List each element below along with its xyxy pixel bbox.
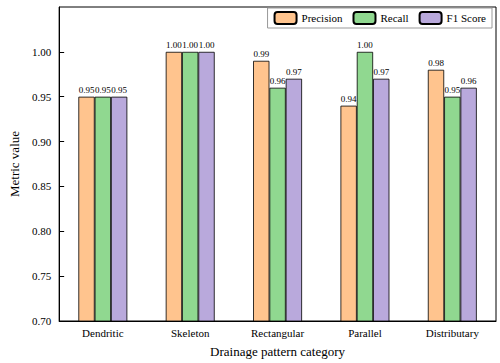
svg-text:0.98: 0.98 (428, 58, 444, 68)
svg-text:0.99: 0.99 (253, 49, 269, 59)
svg-text:1.00: 1.00 (199, 40, 215, 50)
svg-text:0.85: 0.85 (32, 180, 52, 192)
svg-text:0.80: 0.80 (32, 225, 52, 237)
svg-text:0.94: 0.94 (341, 94, 357, 104)
svg-text:F1 Score: F1 Score (447, 12, 487, 24)
svg-text:0.70: 0.70 (32, 315, 52, 327)
svg-text:1.00: 1.00 (357, 40, 373, 50)
svg-text:0.96: 0.96 (270, 76, 286, 86)
svg-text:0.95: 0.95 (95, 85, 111, 95)
svg-text:1.00: 1.00 (182, 40, 198, 50)
svg-text:Drainage pattern category: Drainage pattern category (210, 344, 345, 359)
svg-text:0.95: 0.95 (32, 91, 52, 103)
svg-text:Rectangular: Rectangular (251, 327, 304, 339)
svg-text:0.97: 0.97 (286, 67, 302, 77)
svg-text:Recall: Recall (380, 12, 408, 24)
svg-text:0.75: 0.75 (32, 270, 52, 282)
svg-text:0.95: 0.95 (444, 85, 460, 95)
svg-text:Parallel: Parallel (348, 327, 382, 339)
svg-text:Dendritic: Dendritic (82, 327, 124, 339)
svg-text:0.96: 0.96 (461, 76, 477, 86)
svg-text:0.95: 0.95 (111, 85, 127, 95)
svg-text:Metric value: Metric value (7, 131, 22, 197)
svg-text:0.97: 0.97 (373, 67, 389, 77)
svg-text:Distributary: Distributary (426, 327, 480, 339)
svg-text:Skeleton: Skeleton (171, 327, 210, 339)
svg-text:0.90: 0.90 (32, 136, 52, 148)
svg-text:Precision: Precision (302, 12, 343, 24)
svg-text:1.00: 1.00 (32, 46, 52, 58)
svg-text:1.00: 1.00 (166, 40, 182, 50)
svg-text:0.95: 0.95 (79, 85, 95, 95)
